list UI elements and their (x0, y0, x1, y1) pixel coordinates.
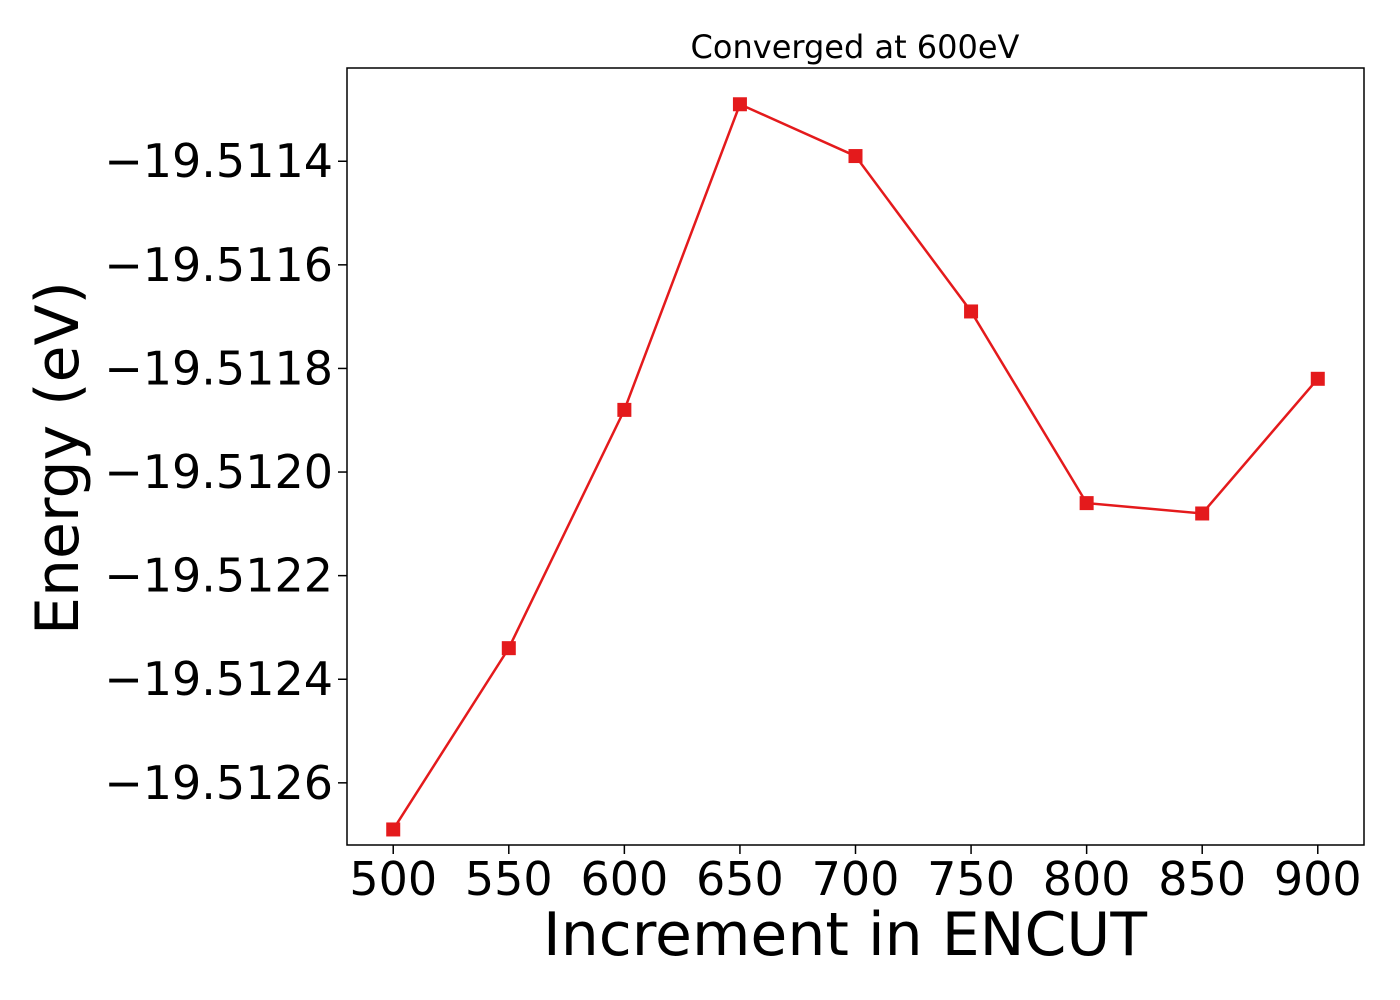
x-tick-label: 550 (465, 852, 553, 906)
data-point-marker (617, 402, 632, 417)
y-tick-label: −19.5118 (104, 341, 333, 395)
data-point-marker (1310, 371, 1325, 386)
y-axis-label: Energy (eV) (23, 281, 93, 635)
x-tick-label: 900 (1274, 852, 1362, 906)
y-tick-label: −19.5116 (104, 238, 333, 292)
plot-area (346, 67, 1365, 846)
data-point-marker (732, 97, 747, 112)
x-tick-label: 700 (812, 852, 900, 906)
data-point-marker (1195, 506, 1210, 521)
data-point-marker (501, 641, 516, 656)
data-point-marker (1079, 496, 1094, 511)
y-tick-label: −19.5124 (104, 652, 333, 706)
y-tick-label: −19.5114 (104, 134, 333, 188)
series-group (386, 97, 1325, 837)
x-tick-label: 650 (696, 852, 784, 906)
x-tick-label: 750 (927, 852, 1015, 906)
x-axis-label: Increment in ENCUT (543, 900, 1147, 970)
x-tick-label: 850 (1158, 852, 1246, 906)
data-point-marker (386, 822, 401, 837)
x-tick-label: 500 (349, 852, 437, 906)
x-axis-ticks: 500 550 600 650 700 750 800 850 900 (349, 845, 1362, 906)
x-tick-label: 800 (1043, 852, 1131, 906)
data-point-marker (848, 149, 863, 164)
x-tick-label: 600 (580, 852, 668, 906)
y-tick-label: −19.5120 (104, 445, 333, 499)
y-tick-label: −19.5126 (104, 756, 333, 810)
y-tick-label: −19.5122 (104, 549, 333, 603)
chart-title: Converged at 600eV (691, 28, 1020, 66)
data-point-marker (964, 304, 979, 319)
y-axis-ticks: −19.5126 −19.5124 −19.5122 −19.5120 −19.5118… (104, 134, 347, 810)
